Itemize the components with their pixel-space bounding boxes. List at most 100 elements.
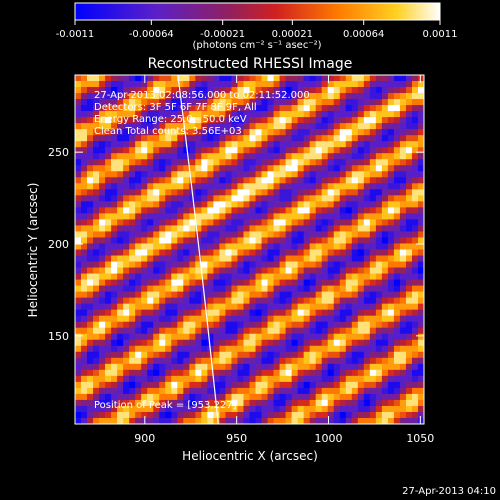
heatmap-cell — [219, 237, 227, 245]
heatmap-cell — [321, 381, 329, 389]
heatmap-cell — [93, 387, 100, 395]
heatmap-cell — [231, 123, 239, 130]
heatmap-cell — [405, 393, 413, 401]
heatmap-cell — [369, 357, 377, 365]
heatmap-cell — [297, 291, 305, 299]
heatmap-cell — [375, 345, 383, 353]
heatmap-cell — [285, 387, 293, 395]
heatmap-cell — [261, 129, 269, 136]
heatmap-cell — [345, 219, 353, 227]
heatmap-cell — [129, 75, 136, 82]
heatmap-cell — [129, 297, 136, 305]
heatmap-cell — [117, 357, 124, 365]
heatmap-cell — [297, 399, 305, 407]
heatmap-cell — [243, 111, 251, 118]
heatmap-cell — [195, 165, 202, 172]
heatmap-cell — [171, 93, 178, 100]
heatmap-cell — [303, 153, 311, 160]
heatmap-cell — [147, 135, 154, 142]
heatmap-cell — [393, 399, 401, 407]
heatmap-cell — [213, 291, 221, 299]
heatmap-cell — [381, 411, 389, 419]
heatmap-cell — [327, 177, 335, 184]
heatmap-cell — [303, 189, 311, 196]
heatmap-cell — [261, 75, 269, 82]
heatmap-cell — [405, 321, 413, 329]
heatmap-cell — [183, 75, 190, 82]
heatmap-cell — [333, 405, 341, 413]
heatmap-cell — [285, 177, 293, 184]
heatmap-cell — [81, 231, 88, 239]
heatmap-cell — [225, 111, 233, 118]
heatmap-cell — [339, 87, 347, 94]
heatmap-cell — [333, 81, 341, 88]
heatmap-cell — [417, 357, 424, 365]
heatmap-cell — [99, 297, 106, 305]
heatmap-cell — [111, 309, 118, 317]
heatmap-cell — [237, 153, 245, 160]
heatmap-cell — [159, 99, 166, 106]
heatmap-cell — [375, 129, 383, 136]
heatmap-cell — [285, 405, 293, 413]
heatmap-cell — [411, 273, 419, 281]
heatmap-cell — [375, 171, 383, 178]
heatmap-cell — [381, 261, 389, 269]
heatmap-cell — [87, 129, 94, 136]
heatmap-cell — [279, 177, 287, 184]
heatmap-cell — [387, 177, 395, 184]
heatmap-cell — [351, 147, 359, 154]
heatmap-cell — [309, 99, 317, 106]
heatmap-cell — [225, 411, 233, 419]
heatmap-cell — [159, 153, 166, 160]
heatmap-cell — [195, 345, 202, 353]
heatmap-cell — [159, 75, 166, 82]
heatmap-cell — [255, 405, 263, 413]
heatmap-cell — [135, 297, 142, 305]
heatmap-cell — [243, 237, 251, 245]
heatmap-cell — [279, 93, 287, 100]
heatmap-cell — [129, 375, 136, 383]
heatmap-cell — [243, 315, 251, 323]
heatmap-cell — [345, 357, 353, 365]
heatmap-cell — [135, 207, 142, 214]
heatmap-cell — [345, 243, 353, 251]
heatmap-cell — [333, 99, 341, 106]
heatmap-cell — [243, 207, 251, 214]
heatmap-cell — [333, 303, 341, 311]
heatmap-cell — [207, 93, 214, 100]
heatmap-cell — [105, 345, 112, 353]
heatmap-cell — [219, 363, 227, 371]
heatmap-cell — [183, 249, 190, 257]
heatmap-cell — [201, 213, 208, 221]
heatmap-cell — [87, 213, 94, 221]
heatmap-cell — [279, 363, 287, 371]
heatmap-cell — [225, 123, 233, 130]
heatmap-cell — [183, 213, 190, 221]
heatmap-cell — [339, 411, 347, 419]
heatmap-cell — [369, 159, 377, 166]
heatmap-cell — [339, 363, 347, 371]
heatmap-cell — [225, 333, 233, 341]
heatmap-cell — [237, 237, 245, 245]
heatmap-cell — [387, 219, 395, 227]
heatmap-cell — [159, 303, 166, 311]
heatmap-cell — [279, 273, 287, 281]
heatmap-cell — [417, 81, 424, 88]
info-line: 27-Apr-2013 02:08:56.000 to 02:11:52.000 — [94, 90, 310, 101]
heatmap-cell — [201, 309, 208, 317]
heatmap-cell — [141, 207, 148, 214]
heatmap-cell — [351, 237, 359, 245]
heatmap-cell — [315, 309, 323, 317]
heatmap-cell — [369, 411, 377, 419]
heatmap-cell — [255, 261, 263, 269]
heatmap-cell — [201, 147, 208, 154]
heatmap-cell — [87, 189, 94, 196]
heatmap-cell — [201, 273, 208, 281]
heatmap-cell — [315, 153, 323, 160]
heatmap-cell — [339, 219, 347, 227]
heatmap-cell — [105, 93, 112, 100]
heatmap-cell — [177, 165, 184, 172]
heatmap-cell — [165, 225, 172, 233]
heatmap-cell — [357, 189, 365, 196]
heatmap-cell — [285, 201, 293, 208]
